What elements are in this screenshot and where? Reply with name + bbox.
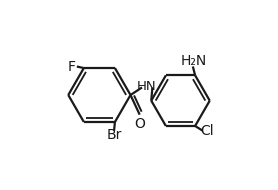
Text: HN: HN: [137, 80, 157, 93]
Text: Br: Br: [106, 128, 122, 142]
Text: H₂N: H₂N: [181, 54, 207, 68]
Text: O: O: [135, 117, 145, 131]
Text: Cl: Cl: [201, 124, 214, 138]
Text: F: F: [68, 59, 76, 74]
